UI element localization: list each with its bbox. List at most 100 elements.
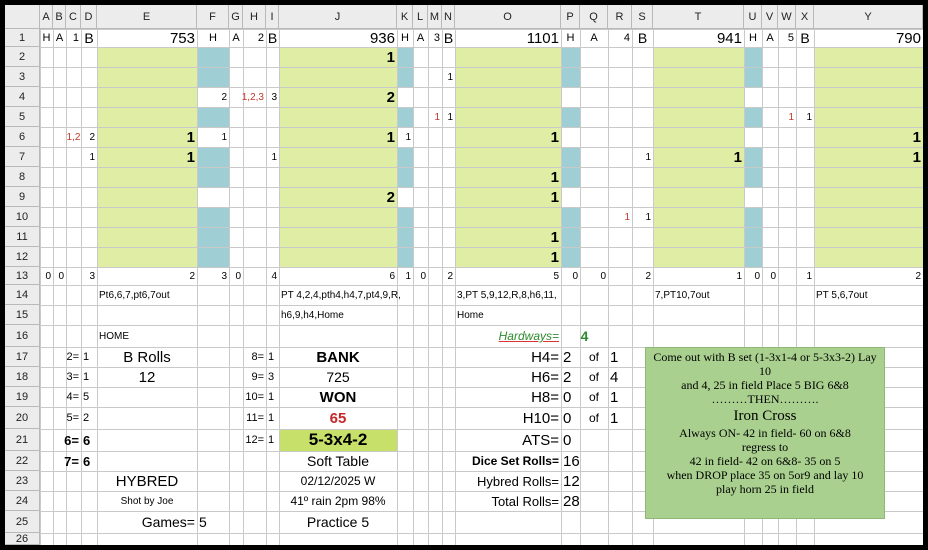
teal-fill-u7 xyxy=(744,147,762,167)
cell-k13: 1 xyxy=(405,270,411,282)
cell-d1: B xyxy=(84,30,94,46)
row-header-2[interactable]: 2 xyxy=(5,47,40,67)
column-header-k[interactable]: K xyxy=(397,5,413,29)
column-header-v[interactable]: V xyxy=(762,5,778,29)
row-header-22[interactable]: 22 xyxy=(5,451,40,471)
column-header-h[interactable]: H xyxy=(243,5,266,29)
teal-fill-k11 xyxy=(397,227,413,247)
column-header-b[interactable]: B xyxy=(53,5,66,29)
cell-c1: 1 xyxy=(72,32,79,44)
cell-o8: 1 xyxy=(550,168,559,186)
total-rolls-value: 28 xyxy=(563,492,580,510)
column-header-i[interactable]: I xyxy=(266,5,279,29)
practice-label: Practice 5 xyxy=(306,514,370,530)
yellow-fill-e xyxy=(97,47,197,267)
row-header-25[interactable]: 25 xyxy=(5,511,40,533)
column-header-a[interactable]: A xyxy=(40,5,53,29)
row-header-21[interactable]: 21 xyxy=(5,429,40,451)
row-header-17[interactable]: 17 xyxy=(5,347,40,367)
row-header-7[interactable]: 7 xyxy=(5,147,40,167)
row-header-9[interactable]: 9 xyxy=(5,187,40,207)
row-header-1[interactable]: 1 xyxy=(5,29,40,47)
roll-count-label-8: 8= xyxy=(251,351,264,363)
row-header-24[interactable]: 24 xyxy=(5,491,40,511)
cell-m5: 1 xyxy=(434,111,440,123)
row-header-13[interactable]: 13 xyxy=(5,267,40,285)
cell-y6: 1 xyxy=(912,128,921,146)
note-line-9: play horn 25 in field xyxy=(716,482,814,496)
roll-count-value-5: 2 xyxy=(83,412,90,424)
row-header-5[interactable]: 5 xyxy=(5,107,40,127)
note-line-5: Always ON- 42 in field- 60 on 6&8 xyxy=(679,426,851,440)
cell-b13: 0 xyxy=(58,270,64,282)
column-header-y[interactable]: Y xyxy=(814,5,923,29)
row-header-6[interactable]: 6 xyxy=(5,127,40,147)
row-header-4[interactable]: 4 xyxy=(5,87,40,107)
cell-k6: 1 xyxy=(405,131,411,143)
cell-e13: 2 xyxy=(189,270,195,282)
column-header-d[interactable]: D xyxy=(81,5,97,29)
weather: 41º rain 2pm 98% xyxy=(290,494,386,508)
roll-count-value-7: 6 xyxy=(83,453,91,469)
column-header-m[interactable]: M xyxy=(428,5,442,29)
row-header-10[interactable]: 10 xyxy=(5,207,40,227)
column-header-x[interactable]: X xyxy=(796,5,814,29)
row-header-19[interactable]: 19 xyxy=(5,387,40,407)
row-header-14[interactable]: 14 xyxy=(5,285,40,305)
note-line-8: when DROP place 35 on 5or9 and lay 10 xyxy=(666,468,864,482)
shooter-2-rolls-cont: h6,9,h4,Home xyxy=(281,309,344,321)
cell-l1: A xyxy=(416,32,425,44)
shooter-1-rolls: Pt6,6,7,pt6,7out xyxy=(99,289,170,301)
teal-fill-u10 xyxy=(744,207,762,227)
column-header-t[interactable]: T xyxy=(653,5,744,29)
column-header-f[interactable]: F xyxy=(197,5,229,29)
cell-n13: 2 xyxy=(447,270,453,282)
row-header-8[interactable]: 8 xyxy=(5,167,40,187)
roll-count-value-4: 5 xyxy=(83,391,90,403)
h10-of: of xyxy=(588,411,599,425)
dice-set-label: 5-3x4-2 xyxy=(308,430,368,449)
column-header-q[interactable]: Q xyxy=(580,5,608,29)
cell-w1: 5 xyxy=(787,32,794,44)
cell-a13: 0 xyxy=(45,270,51,282)
roll-count-value-11: 1 xyxy=(268,412,275,424)
roll-count-value-10: 1 xyxy=(268,391,275,403)
column-header-n[interactable]: N xyxy=(442,5,455,29)
select-all-corner[interactable] xyxy=(5,5,40,29)
yellow-fill-o xyxy=(455,47,561,267)
row-header-18[interactable]: 18 xyxy=(5,367,40,387)
column-header-c[interactable]: C xyxy=(66,5,81,29)
total-rolls-label: Total Rolls= xyxy=(491,493,559,509)
row-header-11[interactable]: 11 xyxy=(5,227,40,247)
row-header-16[interactable]: 16 xyxy=(5,325,40,347)
column-header-r[interactable]: R xyxy=(608,5,632,29)
column-header-u[interactable]: U xyxy=(744,5,762,29)
column-header-j[interactable]: J xyxy=(279,5,397,29)
h8-label: H8= xyxy=(531,388,559,406)
row-header-26[interactable]: 26 xyxy=(5,533,40,545)
strategy-note-box[interactable]: Come out with B set (1-3x1-4 or 5-3x3-2)… xyxy=(645,347,885,519)
column-header-s[interactable]: S xyxy=(632,5,653,29)
roll-count-value-2: 1 xyxy=(83,351,90,363)
column-header-w[interactable]: W xyxy=(778,5,796,29)
row-header-12[interactable]: 12 xyxy=(5,247,40,267)
row-header-23[interactable]: 23 xyxy=(5,471,40,491)
b-rolls-value: 12 xyxy=(138,368,156,386)
roll-count-label-11: 11= xyxy=(246,412,264,424)
column-header-e[interactable]: E xyxy=(97,5,197,29)
cell-s13: 2 xyxy=(645,270,651,282)
row-header-15[interactable]: 15 xyxy=(5,305,40,325)
column-header-l[interactable]: L xyxy=(413,5,428,29)
cell-a1: H xyxy=(42,32,51,44)
column-header-g[interactable]: G xyxy=(229,5,243,29)
cell-g1: A xyxy=(232,32,240,44)
dice-set-rolls-label: Dice Set Rolls= xyxy=(471,454,559,468)
h10-total: 1 xyxy=(610,409,619,427)
row-header-3[interactable]: 3 xyxy=(5,67,40,87)
column-header-p[interactable]: P xyxy=(561,5,580,29)
row-header-20[interactable]: 20 xyxy=(5,407,40,429)
yellow-fill-y xyxy=(814,47,923,267)
column-header-o[interactable]: O xyxy=(455,5,561,29)
roll-count-value-12: 1 xyxy=(268,434,275,446)
teal-fill-p10 xyxy=(561,207,580,227)
